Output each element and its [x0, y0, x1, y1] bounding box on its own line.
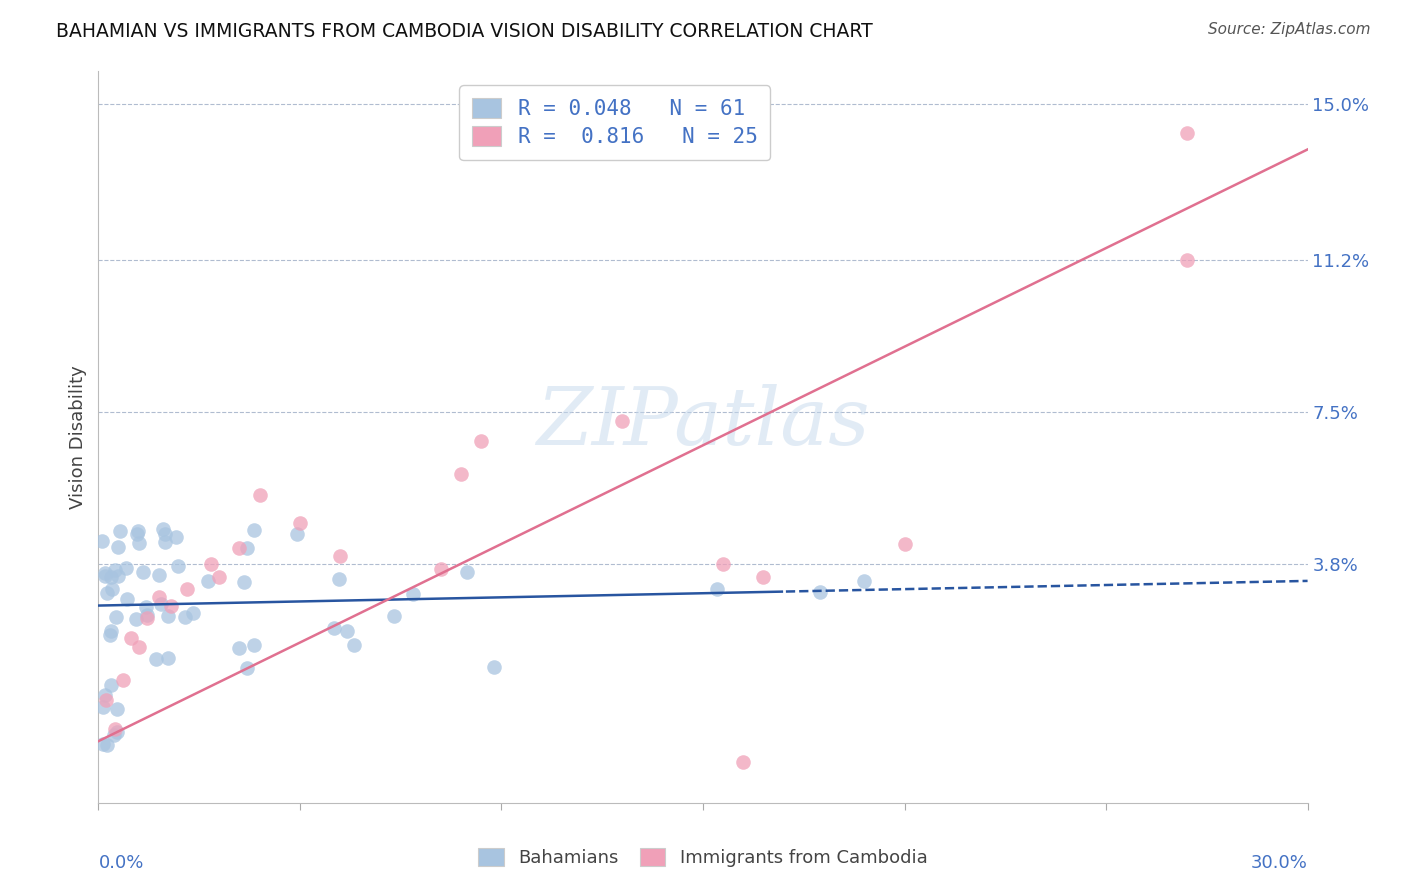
Point — [228, 541, 250, 555]
Point — [160, 599, 183, 613]
Text: Source: ZipAtlas.com: Source: ZipAtlas.com — [1208, 22, 1371, 37]
Point — [236, 541, 259, 555]
Point — [96, 693, 118, 707]
Text: BAHAMIAN VS IMMIGRANTS FROM CAMBODIA VISION DISABILITY CORRELATION CHART: BAHAMIAN VS IMMIGRANTS FROM CAMBODIA VIS… — [56, 22, 873, 41]
Point — [153, 527, 176, 541]
Point — [91, 737, 114, 751]
Point — [127, 526, 149, 541]
Point — [120, 632, 142, 646]
Point — [430, 561, 453, 575]
Point — [150, 597, 173, 611]
Point — [157, 651, 180, 665]
Point — [482, 660, 505, 674]
Point — [96, 739, 118, 753]
Point — [456, 565, 478, 579]
Point — [208, 570, 231, 584]
Point — [98, 628, 121, 642]
Point — [288, 516, 311, 531]
Point — [135, 611, 157, 625]
Point — [176, 582, 198, 596]
Point — [107, 540, 129, 554]
Point — [1175, 126, 1198, 140]
Point — [152, 522, 174, 536]
Point — [329, 549, 352, 564]
Text: 30.0%: 30.0% — [1251, 854, 1308, 872]
Y-axis label: Vision Disability: Vision Disability — [69, 365, 87, 509]
Point — [94, 688, 117, 702]
Point — [200, 558, 222, 572]
Point — [111, 673, 134, 687]
Point — [135, 599, 157, 614]
Point — [127, 524, 149, 538]
Point — [232, 574, 254, 589]
Point — [402, 586, 425, 600]
Point — [103, 722, 125, 736]
Point — [285, 527, 308, 541]
Point — [91, 534, 114, 549]
Point — [1175, 253, 1198, 268]
Point — [450, 467, 472, 481]
Point — [228, 640, 250, 655]
Point — [733, 755, 755, 769]
Point — [93, 569, 115, 583]
Point — [470, 434, 492, 449]
Text: ZIPatlas: ZIPatlas — [536, 384, 870, 461]
Point — [132, 565, 155, 579]
Point — [105, 702, 128, 716]
Point — [125, 612, 148, 626]
Point — [893, 537, 915, 551]
Point — [173, 610, 195, 624]
Point — [197, 574, 219, 588]
Point — [104, 563, 127, 577]
Point — [153, 535, 176, 549]
Point — [156, 608, 179, 623]
Point — [336, 624, 359, 639]
Point — [100, 678, 122, 692]
Point — [148, 568, 170, 582]
Point — [165, 530, 187, 544]
Point — [148, 591, 170, 605]
Point — [108, 524, 131, 539]
Point — [810, 584, 832, 599]
Point — [711, 558, 734, 572]
Point — [105, 725, 128, 739]
Point — [128, 640, 150, 654]
Point — [100, 570, 122, 584]
Point — [181, 607, 204, 621]
Point — [114, 561, 136, 575]
Point — [101, 582, 124, 596]
Point — [145, 651, 167, 665]
Point — [100, 624, 122, 638]
Point — [752, 570, 775, 584]
Text: 0.0%: 0.0% — [98, 854, 143, 872]
Point — [242, 523, 264, 537]
Point — [328, 572, 350, 586]
Point — [103, 728, 125, 742]
Point — [107, 569, 129, 583]
Point — [96, 586, 118, 600]
Point — [115, 591, 138, 606]
Point — [94, 566, 117, 580]
Point — [91, 700, 114, 714]
Point — [166, 558, 188, 573]
Point — [382, 609, 405, 624]
Point — [706, 582, 728, 597]
Point — [342, 638, 364, 652]
Point — [853, 574, 876, 588]
Point — [243, 638, 266, 652]
Point — [612, 414, 634, 428]
Point — [128, 535, 150, 549]
Point — [105, 610, 128, 624]
Point — [249, 487, 271, 501]
Point — [136, 608, 159, 623]
Point — [235, 661, 257, 675]
Legend: Bahamians, Immigrants from Cambodia: Bahamians, Immigrants from Cambodia — [471, 841, 935, 874]
Point — [323, 621, 346, 635]
